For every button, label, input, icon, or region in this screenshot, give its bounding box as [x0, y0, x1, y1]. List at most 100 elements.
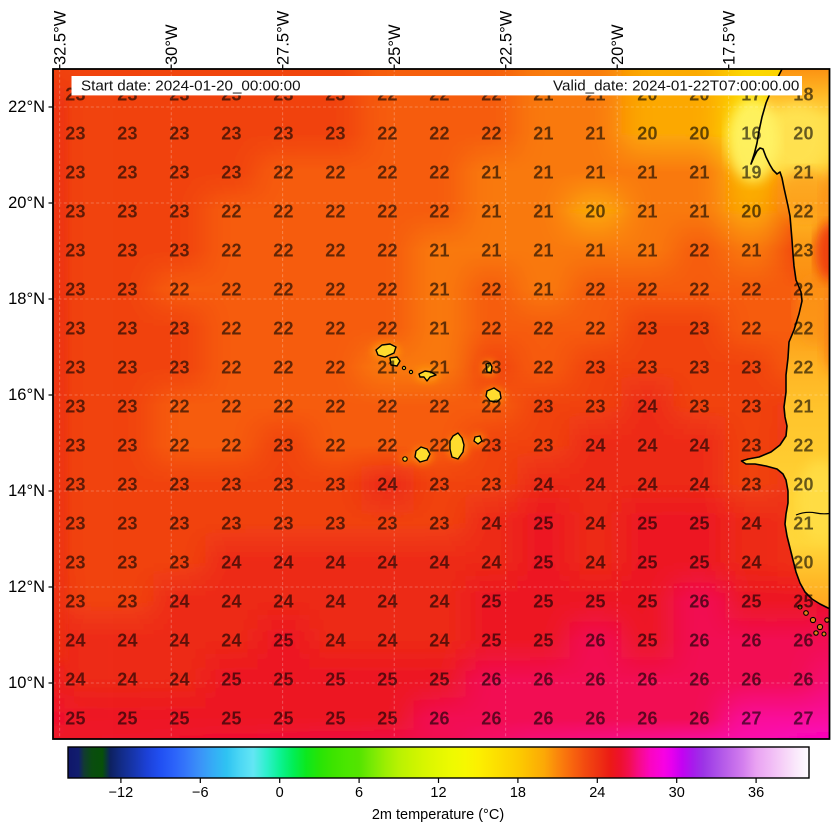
svg-text:22: 22 [221, 202, 242, 222]
svg-text:23: 23 [689, 319, 710, 339]
svg-text:23: 23 [117, 436, 138, 456]
svg-text:30°W: 30°W [163, 24, 181, 65]
svg-text:22: 22 [169, 280, 190, 300]
svg-text:22: 22 [325, 241, 346, 261]
svg-text:25: 25 [273, 631, 294, 651]
svg-text:23: 23 [65, 280, 86, 300]
svg-text:23: 23 [117, 202, 138, 222]
svg-text:23: 23 [221, 514, 242, 534]
svg-text:24: 24 [637, 475, 658, 495]
svg-text:25: 25 [221, 709, 242, 729]
svg-text:27: 27 [793, 709, 814, 729]
svg-text:26: 26 [689, 670, 710, 690]
svg-text:21: 21 [429, 319, 450, 339]
svg-text:23: 23 [65, 397, 86, 417]
svg-text:16°N: 16°N [8, 386, 45, 404]
svg-text:22: 22 [325, 436, 346, 456]
svg-text:23: 23 [169, 241, 190, 261]
svg-text:21: 21 [689, 163, 710, 183]
svg-text:22: 22 [377, 124, 398, 144]
svg-text:23: 23 [325, 514, 346, 534]
svg-text:21: 21 [481, 202, 502, 222]
svg-text:21: 21 [793, 163, 814, 183]
svg-text:25: 25 [793, 592, 814, 612]
svg-text:23: 23 [637, 358, 658, 378]
svg-text:Start date: 2024-01-20_00:00:0: Start date: 2024-01-20_00:00:00 [81, 78, 301, 95]
svg-text:25: 25 [481, 592, 502, 612]
svg-text:22: 22 [793, 202, 814, 222]
svg-text:26: 26 [637, 709, 658, 729]
svg-text:12: 12 [430, 785, 446, 801]
svg-text:25: 25 [377, 709, 398, 729]
svg-text:21: 21 [637, 241, 658, 261]
svg-text:23: 23 [429, 475, 450, 495]
svg-text:22: 22 [273, 397, 294, 417]
svg-text:26: 26 [689, 592, 710, 612]
svg-text:25: 25 [689, 553, 710, 573]
svg-text:16: 16 [741, 124, 762, 144]
svg-text:26: 26 [481, 670, 502, 690]
svg-text:23: 23 [533, 397, 554, 417]
svg-text:22: 22 [481, 280, 502, 300]
svg-text:23: 23 [65, 319, 86, 339]
svg-text:24: 24 [221, 592, 242, 612]
svg-text:22: 22 [221, 397, 242, 417]
svg-text:23: 23 [481, 358, 502, 378]
svg-text:24: 24 [273, 592, 294, 612]
svg-text:23: 23 [221, 124, 242, 144]
svg-text:23: 23 [65, 436, 86, 456]
svg-text:30: 30 [669, 785, 685, 801]
svg-text:22: 22 [377, 319, 398, 339]
svg-text:22: 22 [221, 241, 242, 261]
svg-text:24: 24 [741, 553, 762, 573]
svg-text:24: 24 [689, 436, 710, 456]
svg-text:0: 0 [276, 785, 284, 801]
svg-text:22: 22 [377, 163, 398, 183]
svg-text:20: 20 [637, 124, 658, 144]
svg-text:21: 21 [429, 241, 450, 261]
svg-text:22: 22 [689, 241, 710, 261]
svg-text:24: 24 [377, 592, 398, 612]
svg-text:23: 23 [325, 475, 346, 495]
svg-text:21: 21 [533, 241, 554, 261]
svg-text:26: 26 [533, 670, 554, 690]
svg-text:21: 21 [637, 163, 658, 183]
svg-text:23: 23 [741, 436, 762, 456]
svg-text:23: 23 [741, 358, 762, 378]
svg-text:24: 24 [741, 514, 762, 534]
svg-text:24: 24 [585, 475, 606, 495]
svg-text:25: 25 [585, 592, 606, 612]
svg-text:20°N: 20°N [8, 194, 45, 212]
svg-text:20: 20 [741, 202, 762, 222]
svg-text:22: 22 [429, 202, 450, 222]
svg-text:23: 23 [117, 163, 138, 183]
svg-text:23: 23 [585, 358, 606, 378]
svg-text:24: 24 [585, 514, 606, 534]
svg-text:22: 22 [793, 319, 814, 339]
svg-text:17.5°W: 17.5°W [721, 10, 739, 65]
svg-text:20°W: 20°W [609, 24, 627, 65]
svg-text:21: 21 [533, 280, 554, 300]
svg-text:32.5°W: 32.5°W [52, 10, 70, 65]
svg-text:23: 23 [637, 319, 658, 339]
svg-text:22: 22 [429, 397, 450, 417]
svg-text:23: 23 [169, 124, 190, 144]
svg-text:23: 23 [273, 475, 294, 495]
svg-text:26: 26 [793, 670, 814, 690]
svg-text:24: 24 [169, 631, 190, 651]
svg-text:23: 23 [117, 397, 138, 417]
svg-text:22: 22 [377, 202, 398, 222]
svg-text:22: 22 [273, 163, 294, 183]
svg-text:26: 26 [741, 670, 762, 690]
svg-text:22: 22 [169, 436, 190, 456]
svg-text:24: 24 [325, 592, 346, 612]
svg-text:24: 24 [65, 670, 86, 690]
svg-text:25: 25 [689, 514, 710, 534]
svg-text:23: 23 [741, 397, 762, 417]
svg-text:22: 22 [221, 280, 242, 300]
svg-text:21: 21 [637, 202, 658, 222]
svg-text:23: 23 [65, 553, 86, 573]
svg-text:22: 22 [325, 202, 346, 222]
svg-text:24: 24 [637, 436, 658, 456]
svg-text:22: 22 [377, 436, 398, 456]
